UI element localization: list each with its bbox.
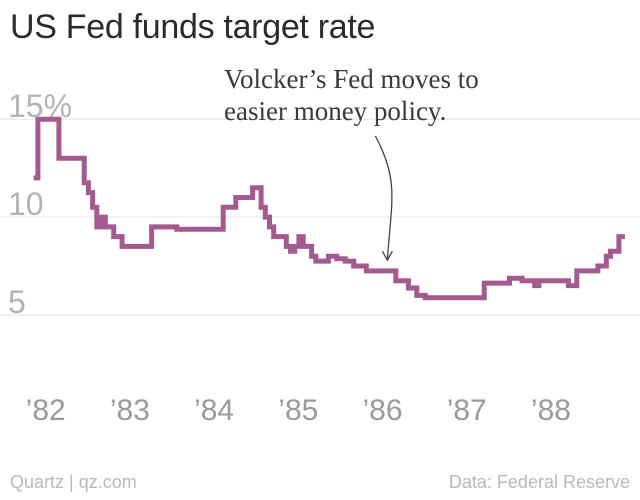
x-tick-label-3: ’85 <box>278 394 318 427</box>
y-tick-label-2: 5 <box>8 284 26 320</box>
y-tick-label-1: 10 <box>8 186 44 222</box>
source-credit: Quartz | qz.com <box>10 472 137 492</box>
annotation-arrow-line <box>374 135 393 261</box>
x-tick-label-5: ’87 <box>447 394 487 427</box>
x-tick-label-6: ’88 <box>531 394 571 427</box>
series-line-0 <box>33 116 625 301</box>
data-source: Data: Federal Reserve <box>448 472 630 492</box>
x-tick-label-0: ’82 <box>26 394 66 427</box>
x-tick-label-4: ’86 <box>363 394 403 427</box>
y-tick-label-0: 15% <box>8 88 72 124</box>
annotation-text-line-1: easier money policy. <box>224 96 446 126</box>
annotation-text-line-0: Volcker’s Fed moves to <box>224 64 479 94</box>
x-tick-label-2: ’84 <box>194 394 234 427</box>
annotation-arrow-head <box>381 250 393 262</box>
x-tick-label-1: ’83 <box>110 394 150 427</box>
chart-title: US Fed funds target rate <box>10 8 376 46</box>
